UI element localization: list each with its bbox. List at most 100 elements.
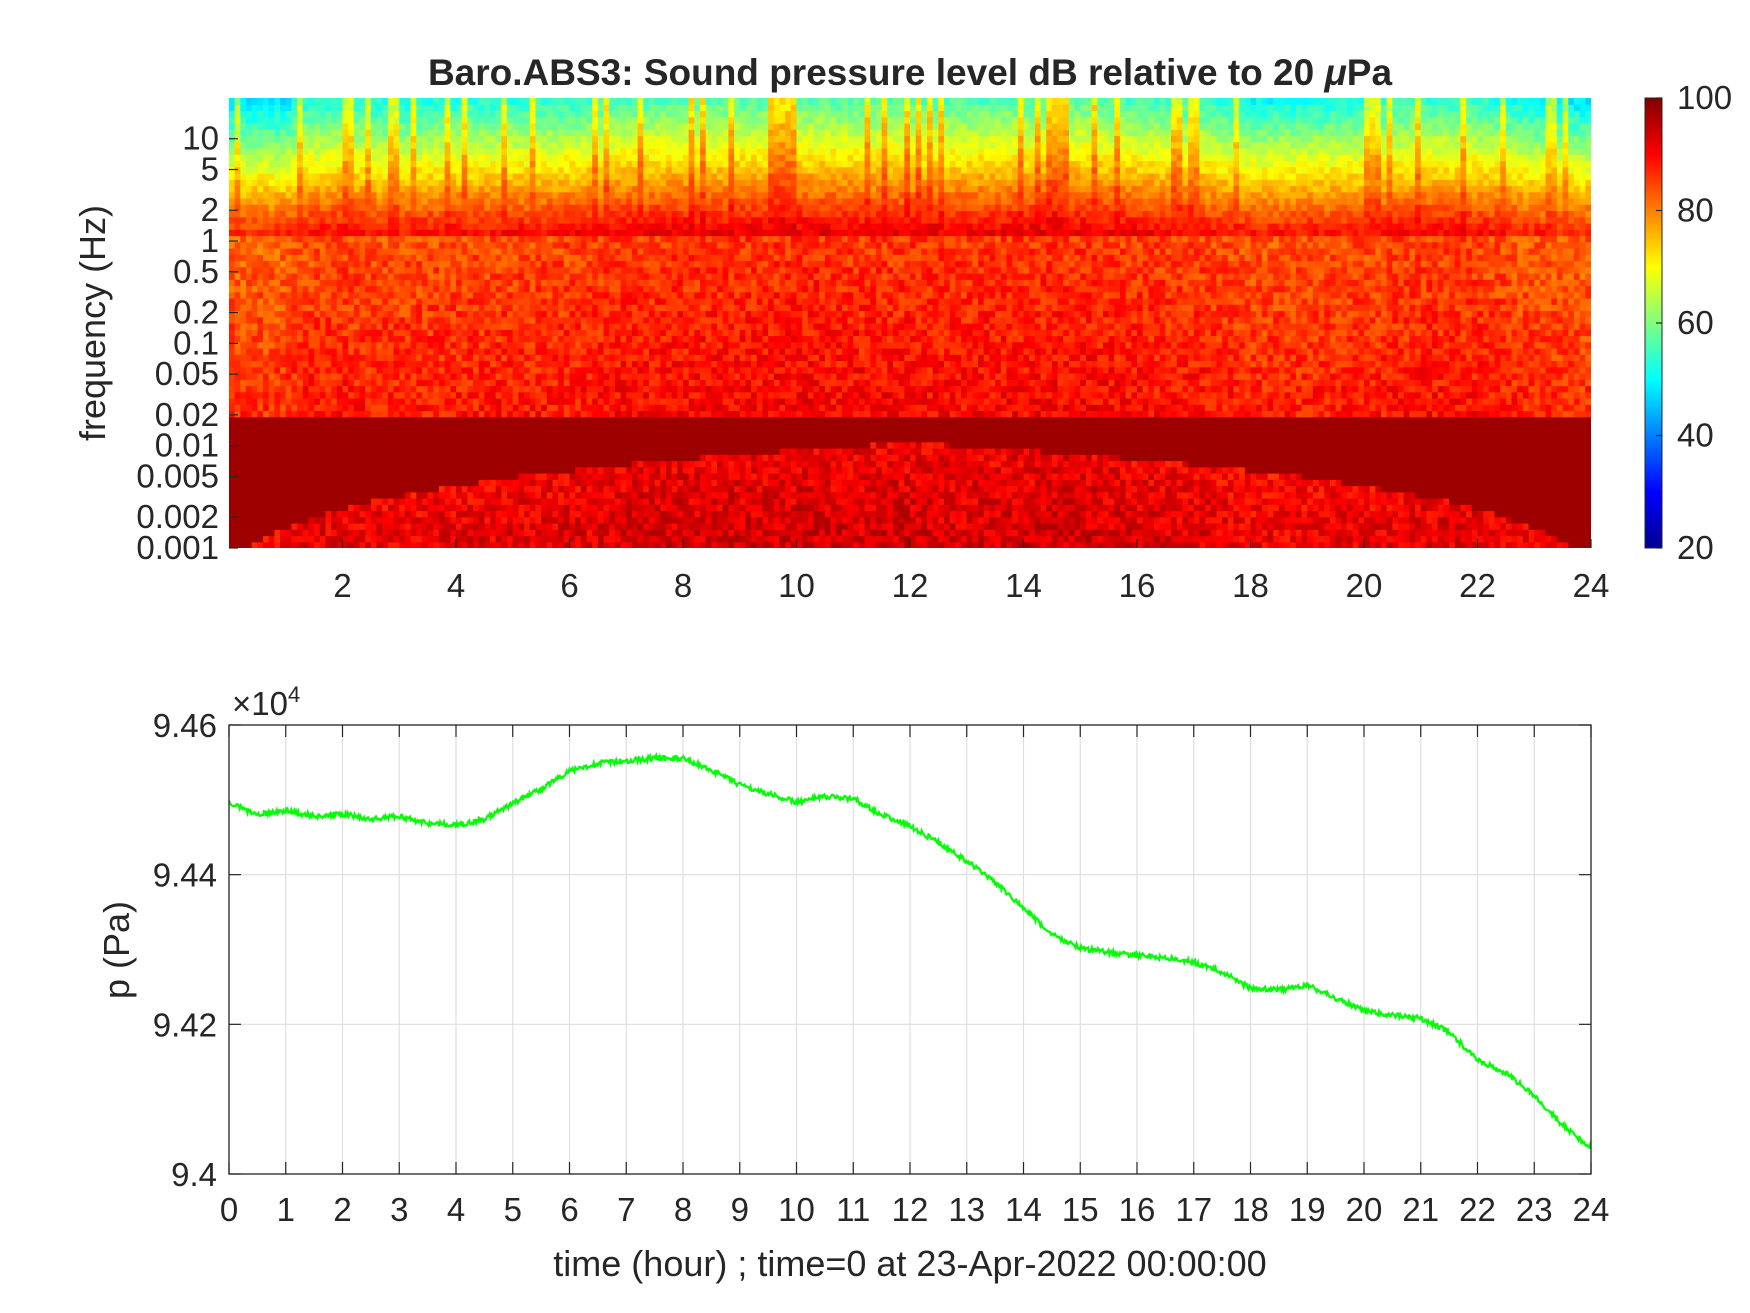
heatmap-cell — [297, 491, 304, 499]
heatmap-cell — [518, 323, 525, 330]
heatmap-cell — [399, 516, 406, 524]
heatmap-cell — [603, 460, 610, 468]
heatmap-cell — [308, 354, 315, 362]
heatmap-cell — [370, 504, 378, 512]
heatmap-cell — [490, 366, 497, 374]
heatmap-cell — [580, 310, 588, 318]
heatmap-cell — [592, 329, 599, 337]
heatmap-cell — [251, 366, 258, 374]
heatmap-cell — [387, 304, 395, 312]
heatmap-cell — [558, 298, 565, 305]
heatmap-cell — [274, 135, 281, 143]
heatmap-cell — [365, 491, 372, 499]
heatmap-cell — [495, 266, 502, 274]
heatmap-cell — [314, 485, 321, 493]
heatmap-cell — [416, 404, 423, 412]
heatmap-cell — [444, 185, 451, 193]
heatmap-cell — [461, 429, 468, 437]
heatmap-cell — [580, 541, 588, 548]
heatmap-cell — [438, 541, 446, 548]
heatmap-cell — [331, 173, 338, 180]
heatmap-cell — [580, 329, 588, 337]
heatmap-cell — [529, 416, 537, 424]
heatmap-cell — [410, 510, 417, 518]
heatmap-cell — [240, 173, 247, 180]
heatmap-cell — [507, 516, 514, 524]
heatmap-cell — [263, 441, 270, 449]
heatmap-cell — [297, 198, 304, 205]
heatmap-cell — [444, 466, 451, 474]
heatmap-cell — [263, 416, 270, 424]
heatmap-cell — [308, 204, 315, 212]
heatmap-cell — [433, 454, 440, 462]
heatmap-cell — [473, 135, 480, 143]
heatmap-cell — [438, 98, 446, 105]
heatmap-cell — [438, 235, 446, 243]
heatmap-cell — [586, 98, 593, 105]
heatmap-cell — [501, 498, 508, 505]
heatmap-cell — [597, 404, 605, 412]
heatmap-cell — [421, 348, 429, 355]
heatmap-cell — [280, 529, 287, 537]
heatmap-cell — [484, 216, 491, 224]
heatmap-cell — [280, 391, 287, 399]
heatmap-cell — [297, 191, 304, 199]
heatmap-cell — [569, 335, 576, 343]
heatmap-cell — [291, 154, 298, 162]
heatmap-cell — [620, 454, 627, 462]
heatmap-cell — [438, 173, 446, 180]
heatmap-cell — [609, 235, 616, 243]
heatmap-cell — [569, 216, 576, 224]
heatmap-cell — [348, 254, 355, 262]
heatmap-cell — [274, 448, 281, 455]
heatmap-cell — [614, 179, 622, 187]
heatmap-cell — [456, 154, 463, 162]
heatmap-cell — [575, 198, 582, 205]
heatmap-cell — [353, 360, 361, 368]
heatmap-cell — [563, 235, 571, 243]
heatmap-cell — [382, 441, 389, 449]
heatmap-cell — [365, 241, 372, 249]
heatmap-cell — [461, 441, 468, 449]
heatmap-cell — [291, 129, 298, 137]
heatmap-cell — [410, 173, 417, 180]
heatmap-cell — [580, 366, 588, 374]
heatmap-cell — [473, 185, 480, 193]
heatmap-cell — [365, 479, 372, 487]
heatmap-cell — [285, 466, 293, 474]
heatmap-cell — [433, 341, 440, 349]
heatmap-cell — [433, 404, 440, 412]
heatmap-cell — [507, 398, 514, 405]
heatmap-cell — [473, 191, 480, 199]
heatmap-cell — [478, 410, 485, 418]
heatmap-cell — [257, 110, 264, 118]
heatmap-cell — [603, 148, 610, 155]
heatmap-cell — [268, 410, 275, 418]
heatmap-cell — [541, 391, 548, 399]
heatmap-cell — [376, 391, 383, 399]
heatmap-cell — [348, 110, 355, 118]
heatmap-cell — [268, 360, 275, 368]
heatmap-cell — [348, 316, 355, 324]
heatmap-cell — [609, 416, 616, 424]
heatmap-cell — [552, 260, 559, 268]
heatmap-cell — [614, 173, 622, 180]
heatmap-cell — [444, 248, 451, 255]
heatmap-cell — [325, 110, 332, 118]
heatmap-cell — [421, 148, 429, 155]
heatmap-cell — [393, 248, 400, 255]
heatmap-cell — [257, 166, 264, 174]
heatmap-cell — [393, 285, 400, 293]
heatmap-cell — [478, 379, 485, 387]
heatmap-cell — [257, 379, 264, 387]
heatmap-cell — [314, 416, 321, 424]
heatmap-cell — [609, 298, 616, 305]
heatmap-cell — [404, 323, 412, 330]
heatmap-cell — [325, 535, 332, 543]
heatmap-cell — [257, 323, 264, 330]
heatmap-cell — [512, 229, 520, 237]
heatmap-cell — [359, 504, 366, 512]
heatmap-cell — [501, 491, 508, 499]
heatmap-cell — [393, 460, 400, 468]
heatmap-cell — [246, 173, 253, 180]
